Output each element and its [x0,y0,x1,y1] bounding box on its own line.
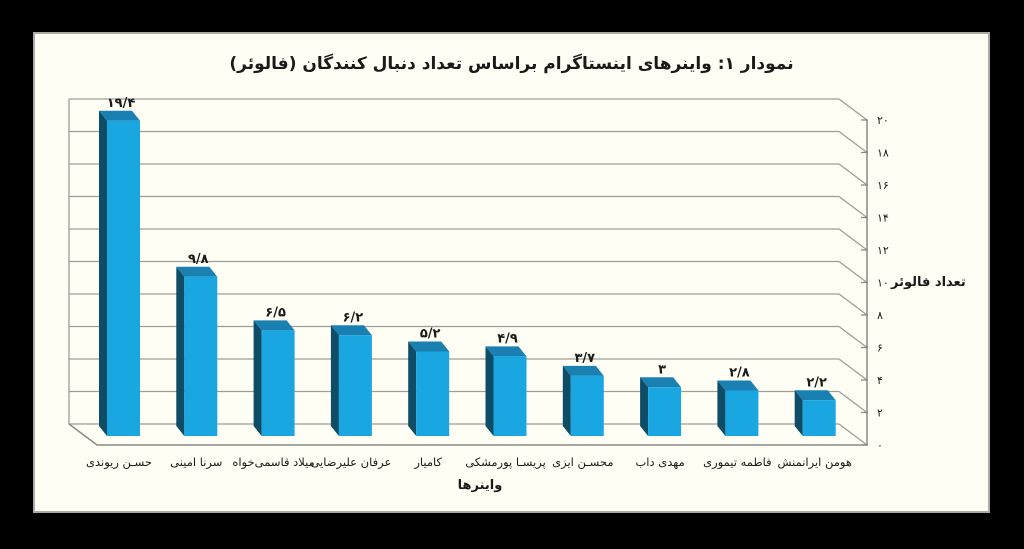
axis-tick-label: ۶ [877,342,883,355]
category-label: محسـن ایزی [552,455,614,469]
bar-front-face [184,276,218,436]
value-axis: ۰ ۲ ۴ ۶ ۸ ۱۰ ۱۲ ۱۴ ۱۶ ۱۸ ۲۰ [68,99,889,452]
category-label: حسـن ریوندی [85,455,153,469]
axis-tick-label: ۱۰ [877,277,889,290]
category-label: مهدی داب [635,455,685,469]
bar-side-face [640,377,649,436]
bar-value-label: ۲/۲ [806,375,827,390]
sidewall-gridline [838,260,868,284]
category-label: فاطمه تیموری [703,455,772,469]
bar-value-label: ۵/۲ [420,327,441,342]
bar-side-face [99,110,107,436]
sidewall-gridline [838,423,868,446]
sidewall-gridline [838,228,868,251]
bar-front-face [338,335,372,436]
sidewall-gridline [838,130,868,154]
axis-tick-label: ۱۴ [877,212,889,225]
category-label: سرنا امینی [170,455,223,469]
x-axis-title: واینرها [457,478,503,493]
chart-card: نمودار ۱: واینرهای اینستاگرام براساس تعد… [33,32,990,513]
bar-value-label: ۹/۸ [188,252,209,267]
bar-side-face [562,365,571,436]
bar-front-face [802,400,836,436]
y-axis-title: تعداد فالوئر [891,275,966,290]
bar-front-face [107,120,140,436]
bar-front-face [416,351,450,436]
bar-top-face [408,341,450,352]
bar-side-face [408,341,417,436]
bar-side-face [485,346,494,436]
category-label: پریسـا پورمشکی [465,455,546,469]
bar-front-face [570,375,604,436]
bar-side-face [794,390,803,436]
bar-top-face [640,377,682,388]
bar-chart-3d: ۰ ۲ ۴ ۶ ۸ ۱۰ ۱۲ ۱۴ ۱۶ ۱۸ ۲۰ ۱۹/۴ ۹/۸ ۶/۵ ۶/۲ ۵/۲ ۴/۹ ۳/۷… [68,96,889,452]
sidewall-gridline [838,325,868,349]
gridlines [69,98,868,446]
bar-front-face [493,356,527,436]
bar-top-face [717,380,759,391]
bar-top-face [562,365,604,376]
category-label: هومن ایرانمنش [777,455,852,469]
axis-tick-label: ۸ [877,309,883,322]
bar-top-face [99,110,140,121]
bar-side-face [717,380,726,436]
bar-front-face [261,330,295,436]
bar-top-face [485,346,527,357]
bar-value-label: ۶/۲ [343,310,364,325]
bar-top-face [794,390,836,401]
sidewall-gridline [838,195,868,219]
axis-tick-label: ۱۲ [877,244,889,257]
bar-value-label: ۴/۹ [497,331,518,346]
chart-title: نمودار ۱: واینرهای اینستاگرام براساس تعد… [229,54,794,74]
axis-tick-label: ۴ [877,374,883,387]
sidewall-gridline [838,163,868,186]
bar-front-face [725,390,759,436]
bar-front-face [648,387,682,436]
axis-tick-label: ۰ [877,439,883,452]
bars [99,110,836,436]
bar-value-label: ۳ [658,362,666,377]
bar-value-label: ۲/۸ [729,366,750,381]
floor-edge [68,423,867,446]
bar-value-labels: ۱۹/۴ ۹/۸ ۶/۵ ۶/۲ ۵/۲ ۴/۹ ۳/۷ ۳ ۲/۸ ۲/۲ [107,96,827,391]
bar-top-face [330,325,372,336]
bar-side-face [330,325,339,436]
bar-value-label: ۶/۵ [265,305,286,320]
bar-value-label: ۳/۷ [574,351,595,366]
axis-tick-label: ۲۰ [877,114,889,127]
category-label: عرفان علیرضایی [310,455,392,469]
sidewall-gridline [838,358,868,381]
sidewall-gridline [838,390,868,414]
category-label: کامیار [414,455,443,469]
category-label: میلاد قاسمی‌خواه [232,455,315,469]
bar-side-face [176,266,185,436]
sidewall-gridline [838,98,868,121]
axis-tick-label: ۲ [877,407,883,420]
bar-top-face [253,320,295,331]
sidewall-gridline [838,293,868,316]
axis-tick-label: ۱۸ [877,147,889,160]
bar-top-face [176,266,218,277]
axis-tick-label: ۱۶ [877,179,889,192]
bar-value-label: ۱۹/۴ [107,96,136,111]
bar-side-face [253,320,262,436]
